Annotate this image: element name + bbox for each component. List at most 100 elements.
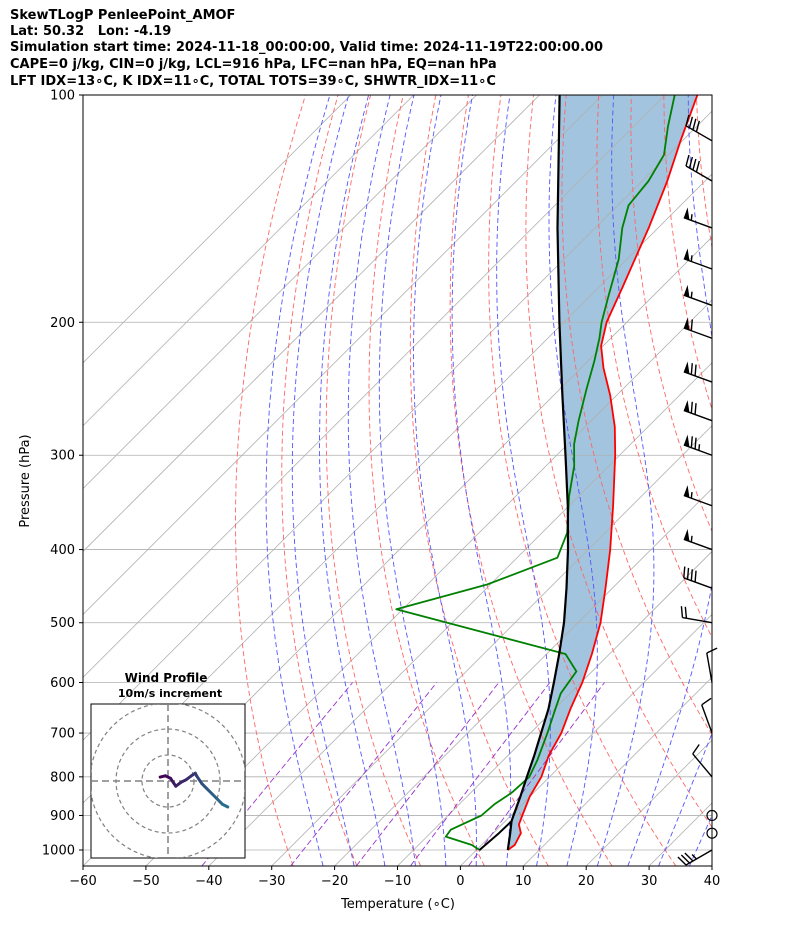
barb-half-flag [690, 291, 693, 299]
barb-flag [690, 569, 693, 581]
mixing-ratio-line [355, 682, 500, 866]
dry-adiabat [663, 95, 712, 411]
barb-flag [688, 156, 694, 169]
y-tick-label: 700 [50, 727, 75, 742]
wind-barb [683, 485, 713, 507]
isotherm [83, 95, 414, 427]
barb-flag [695, 120, 700, 133]
barb-staff [701, 704, 713, 734]
x-tick-label: −50 [132, 874, 159, 889]
barb-flag [683, 566, 686, 578]
temperature-line [507, 95, 699, 851]
moist-adiabat [265, 95, 331, 866]
dry-adiabat [695, 95, 712, 250]
barb-flag [685, 154, 690, 167]
isotherm [145, 299, 712, 866]
moist-adiabat [413, 95, 477, 866]
isotherm [208, 362, 712, 866]
x-tick-label: 10 [515, 874, 532, 889]
isotherm [397, 550, 712, 866]
dry-adiabat [729, 95, 794, 866]
y-tick-label: 500 [50, 616, 75, 631]
y-tick-label: 400 [50, 543, 75, 558]
isotherm [271, 425, 712, 866]
barb-flag [706, 647, 718, 654]
wind-barb [683, 361, 713, 383]
barb-staff [683, 217, 713, 229]
barb-staff [685, 125, 713, 142]
wind-barb [685, 154, 713, 182]
wind-barb [680, 606, 713, 624]
barb-flag [692, 118, 697, 131]
y-tick-label: 300 [50, 449, 75, 464]
y-tick-label: 1000 [42, 844, 75, 859]
barb-flag [684, 852, 694, 862]
wind-barb [706, 647, 718, 683]
barb-flag [692, 744, 700, 755]
moist-adiabat [291, 95, 355, 866]
lcl-connector-line [478, 820, 513, 851]
x-tick-label: −30 [258, 874, 285, 889]
barb-pennant [683, 485, 690, 498]
isotherm [648, 802, 712, 866]
dry-adiabat [525, 95, 712, 828]
time-text: Simulation start time: 2024-11-18_00:00:… [10, 40, 603, 55]
dry-adiabat [281, 95, 358, 866]
barb-flag [690, 319, 693, 331]
moist-adiabat [596, 95, 655, 866]
wind-barb [692, 744, 713, 778]
y-tick-label: 200 [50, 316, 75, 331]
dry-adiabat [488, 95, 677, 866]
location-text: Lat: 50.32 Lon: -4.19 [10, 24, 172, 39]
barb-flag [701, 697, 712, 706]
barb-pennant [683, 528, 690, 542]
wind-barb [683, 434, 713, 456]
barb-flag [685, 114, 690, 127]
dry-adiabat [762, 95, 794, 866]
barb-half-flag [690, 255, 693, 262]
y-axis-label: Pressure (hPa) [18, 434, 33, 527]
barb-staff [685, 165, 713, 182]
barb-half-flag [690, 535, 693, 543]
dry-adiabat [325, 95, 422, 866]
y-tick-label: 100 [50, 89, 75, 104]
wind-barb [683, 207, 713, 229]
moist-adiabat [319, 95, 386, 866]
barb-staff [706, 652, 713, 683]
barb-flag [690, 401, 693, 414]
dry-adiabat [596, 95, 712, 639]
barb-flag [692, 158, 697, 171]
wind-barb [683, 248, 713, 270]
isotherm [460, 613, 712, 866]
barb-staff [683, 494, 713, 507]
barb-staff [683, 258, 713, 270]
barb-pennant [683, 317, 690, 331]
chart-title: SkewTLogP PenleePoint_AMOF [10, 8, 236, 23]
wind-barb [683, 317, 713, 339]
isotherm [523, 676, 712, 866]
moist-adiabat [627, 95, 712, 866]
barb-flag [690, 436, 693, 448]
x-tick-label: 20 [578, 874, 595, 889]
barb-flag [680, 606, 684, 618]
barb-flag [694, 437, 697, 450]
dry-adiabat [449, 95, 613, 866]
isotherm [83, 95, 352, 364]
hodograph-subtitle: 10m/s increment [118, 687, 222, 700]
barb-staff [682, 616, 713, 624]
x-tick-label: 40 [704, 874, 721, 889]
indices-text: LFT IDX=13∘C, K IDX=11∘C, TOTAL TOTS=39∘… [10, 74, 496, 89]
y-tick-label: 800 [50, 770, 75, 785]
wind-barb [683, 566, 713, 589]
moist-adiabat [378, 95, 447, 866]
barb-flag [686, 567, 690, 580]
wind-barb [685, 114, 713, 142]
wind-barb [701, 697, 713, 734]
x-tick-label: −20 [321, 874, 348, 889]
barb-flag [684, 606, 688, 619]
x-tick-label: −10 [384, 874, 411, 889]
hodograph-title: Wind Profile [125, 671, 208, 685]
calm-wind-circle [706, 827, 718, 839]
barb-pennant [683, 207, 690, 220]
